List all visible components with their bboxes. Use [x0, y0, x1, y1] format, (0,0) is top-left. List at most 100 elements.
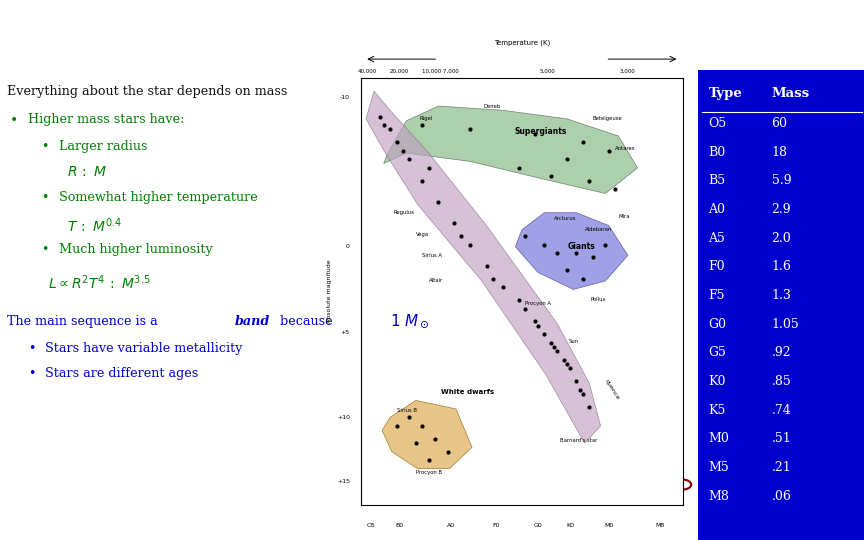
Text: Sirius A: Sirius A [422, 253, 442, 258]
Text: Regulus: Regulus [393, 210, 415, 215]
Point [416, 121, 429, 130]
Point [429, 435, 442, 443]
Point [543, 339, 557, 347]
Point [537, 330, 551, 339]
Point [586, 253, 600, 262]
Point [576, 390, 590, 399]
Text: 2.0: 2.0 [772, 232, 791, 245]
Text: Rigel: Rigel [419, 116, 432, 122]
Text: M8: M8 [708, 490, 729, 503]
Polygon shape [516, 213, 628, 289]
Text: Altair: Altair [429, 279, 443, 284]
Text: 40,000: 40,000 [358, 69, 378, 74]
Text: Giants: Giants [568, 242, 595, 251]
Text: M0: M0 [604, 523, 613, 528]
Point [422, 164, 435, 172]
Text: O5: O5 [708, 117, 727, 130]
Point [463, 125, 477, 134]
Text: -10: -10 [340, 95, 350, 100]
Text: A0: A0 [708, 203, 726, 216]
Text: 10,000 7,000: 10,000 7,000 [422, 69, 458, 74]
Text: 2.9: 2.9 [772, 203, 791, 216]
Text: 0: 0 [346, 244, 350, 249]
Polygon shape [366, 91, 600, 443]
Text: Main Sequence Stars: Mass Dependance: Main Sequence Stars: Mass Dependance [10, 19, 704, 51]
Text: .51: .51 [772, 433, 791, 446]
Point [373, 112, 387, 121]
Text: $60\ M_\odot$: $60\ M_\odot$ [281, 141, 331, 159]
Point [416, 422, 429, 430]
Point [599, 240, 613, 249]
Point [518, 305, 532, 313]
Polygon shape [384, 106, 638, 193]
Point [486, 274, 500, 283]
Text: 20,000: 20,000 [390, 69, 410, 74]
Point [543, 172, 557, 181]
Text: Antares: Antares [615, 146, 636, 151]
Text: Aldebaran: Aldebaran [585, 227, 612, 232]
Point [416, 177, 429, 185]
Text: G0: G0 [534, 523, 543, 528]
Text: K0: K0 [708, 375, 726, 388]
Text: 1.3: 1.3 [772, 289, 791, 302]
Text: +5: +5 [340, 329, 350, 335]
Point [422, 456, 435, 464]
Text: Procyon B: Procyon B [416, 470, 442, 475]
Text: +10: +10 [337, 415, 350, 420]
Point [528, 130, 542, 138]
Point [582, 177, 596, 185]
Point [573, 386, 587, 394]
Text: Mass: Mass [772, 86, 810, 100]
Point [556, 355, 570, 364]
Text: 5,000: 5,000 [540, 69, 556, 74]
Text: .21: .21 [772, 461, 791, 474]
Point [550, 249, 564, 258]
Point [518, 232, 532, 240]
Text: B0: B0 [396, 523, 403, 528]
Point [403, 155, 416, 164]
Point [480, 262, 493, 271]
Text: .06: .06 [772, 490, 791, 503]
Point [454, 232, 467, 240]
Text: •: • [41, 191, 49, 205]
Text: A5: A5 [708, 232, 726, 245]
Text: Temperature (K): Temperature (K) [493, 40, 550, 46]
Text: F5: F5 [708, 289, 725, 302]
Text: because: because [276, 315, 334, 328]
Text: 1.6: 1.6 [772, 260, 791, 273]
Text: Sirius B: Sirius B [397, 408, 416, 413]
Text: Supergiants: Supergiants [515, 127, 568, 136]
Text: G5: G5 [708, 347, 727, 360]
Point [563, 364, 577, 373]
Text: Larger radius: Larger radius [59, 140, 147, 153]
Point [550, 347, 564, 356]
Text: .92: .92 [772, 347, 791, 360]
Polygon shape [382, 400, 472, 469]
Text: M5: M5 [708, 461, 729, 474]
Text: $1\ M_\odot$: $1\ M_\odot$ [390, 312, 429, 330]
Text: band: band [235, 315, 270, 328]
Text: 3,000: 3,000 [620, 69, 636, 74]
Point [496, 283, 510, 292]
Point [448, 219, 461, 228]
Text: The main sequence is a: The main sequence is a [7, 315, 162, 328]
Point [441, 447, 454, 456]
Text: Somewhat higher temperature: Somewhat higher temperature [59, 191, 257, 205]
Text: Mira: Mira [619, 214, 630, 219]
Point [582, 402, 596, 411]
Point [528, 317, 542, 326]
Text: $T\,:\ M^{0.4}$: $T\,:\ M^{0.4}$ [67, 217, 123, 235]
Text: .74: .74 [772, 404, 791, 417]
Text: F0: F0 [492, 523, 500, 528]
Point [396, 146, 410, 155]
Text: F0: F0 [708, 260, 725, 273]
Point [560, 155, 574, 164]
Text: Deneb: Deneb [483, 104, 500, 109]
Text: G0: G0 [708, 318, 727, 331]
Text: 60: 60 [772, 117, 788, 130]
Point [511, 164, 525, 172]
Text: White dwarfs: White dwarfs [441, 389, 494, 395]
Text: M8: M8 [656, 523, 664, 528]
Point [463, 240, 477, 249]
Point [537, 240, 551, 249]
